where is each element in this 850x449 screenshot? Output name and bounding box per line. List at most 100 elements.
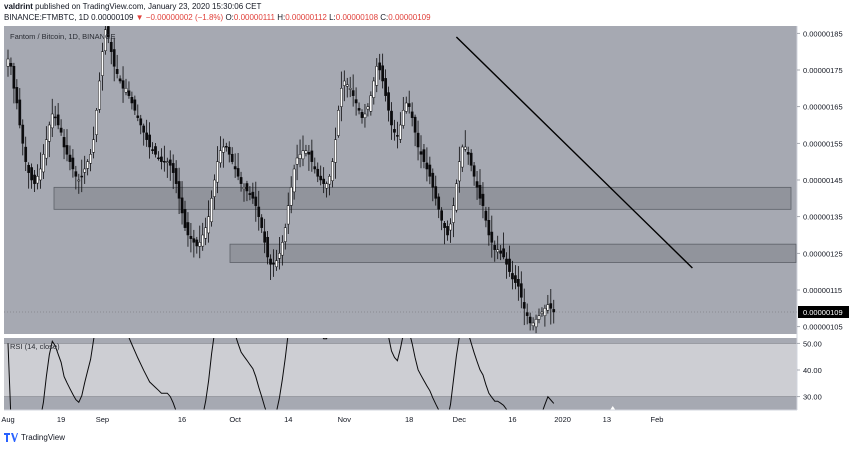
candle[interactable]: [325, 183, 328, 189]
candle[interactable]: [434, 186, 438, 199]
candle[interactable]: [463, 146, 467, 150]
candle[interactable]: [219, 150, 222, 164]
price-chart[interactable]: Fantom / Bitcoin, 1D, BINANCE RSI (14, cl…: [0, 26, 850, 430]
candle[interactable]: [372, 80, 376, 98]
candle[interactable]: [92, 139, 95, 153]
candle[interactable]: [201, 234, 205, 247]
candle[interactable]: [9, 62, 13, 67]
candle[interactable]: [331, 161, 334, 181]
candle[interactable]: [407, 103, 411, 107]
candle[interactable]: [266, 236, 269, 258]
candle[interactable]: [213, 179, 216, 197]
candle[interactable]: [399, 124, 402, 140]
candle[interactable]: [148, 134, 151, 148]
candle[interactable]: [121, 80, 125, 89]
candle[interactable]: [319, 175, 323, 181]
candle[interactable]: [387, 92, 390, 111]
candle[interactable]: [95, 110, 98, 135]
support-zone[interactable]: [229, 243, 797, 263]
candle[interactable]: [74, 171, 78, 177]
candle[interactable]: [363, 113, 367, 118]
candle[interactable]: [404, 102, 408, 112]
tradingview-logo[interactable]: TradingView: [4, 433, 65, 442]
candle[interactable]: [239, 177, 243, 184]
candle[interactable]: [334, 139, 337, 163]
candle[interactable]: [540, 311, 544, 314]
candle[interactable]: [257, 206, 261, 217]
candle[interactable]: [165, 161, 169, 163]
candle[interactable]: [375, 66, 379, 86]
candle[interactable]: [369, 95, 373, 112]
candle[interactable]: [281, 242, 284, 256]
candle[interactable]: [101, 51, 104, 76]
candle[interactable]: [83, 168, 87, 173]
rsi-line[interactable]: [7, 322, 555, 418]
candle[interactable]: [151, 149, 154, 151]
candle[interactable]: [251, 191, 255, 199]
candle[interactable]: [233, 166, 237, 170]
candle[interactable]: [393, 129, 396, 133]
candle[interactable]: [236, 168, 240, 177]
candle[interactable]: [437, 196, 441, 210]
candle[interactable]: [354, 99, 358, 104]
candle[interactable]: [537, 315, 541, 320]
candle[interactable]: [47, 124, 51, 142]
candle[interactable]: [366, 106, 370, 110]
candle[interactable]: [130, 97, 134, 104]
candle[interactable]: [310, 150, 314, 162]
candle[interactable]: [62, 137, 66, 148]
candle[interactable]: [449, 223, 452, 231]
candle[interactable]: [115, 69, 119, 74]
candle[interactable]: [71, 157, 75, 170]
candle[interactable]: [413, 116, 417, 133]
candle[interactable]: [519, 283, 523, 298]
candle[interactable]: [275, 260, 278, 268]
candle[interactable]: [419, 151, 423, 155]
candle[interactable]: [502, 248, 505, 258]
candle[interactable]: [546, 304, 550, 311]
candle[interactable]: [286, 205, 290, 225]
candle[interactable]: [328, 176, 331, 185]
candle[interactable]: [195, 239, 199, 247]
candle[interactable]: [65, 145, 69, 155]
candle[interactable]: [410, 111, 414, 118]
candle[interactable]: [337, 110, 340, 136]
candle[interactable]: [227, 146, 231, 155]
candle[interactable]: [313, 166, 317, 170]
candle[interactable]: [6, 58, 10, 67]
candle[interactable]: [493, 245, 497, 250]
candle[interactable]: [77, 179, 81, 182]
candle[interactable]: [446, 226, 449, 236]
candle[interactable]: [298, 154, 302, 159]
candle[interactable]: [348, 88, 352, 90]
candle[interactable]: [36, 176, 39, 184]
candle[interactable]: [109, 41, 113, 52]
candle[interactable]: [340, 88, 343, 107]
candle[interactable]: [381, 65, 384, 82]
symbol-label[interactable]: BINANCE:FTMBTC, 1D: [4, 13, 89, 22]
candle[interactable]: [522, 302, 526, 309]
candle[interactable]: [45, 139, 48, 159]
candle[interactable]: [431, 172, 435, 188]
candle[interactable]: [106, 26, 110, 38]
candle[interactable]: [345, 84, 349, 87]
candle[interactable]: [80, 175, 84, 178]
candle[interactable]: [484, 210, 488, 221]
candle[interactable]: [68, 154, 72, 162]
candle[interactable]: [207, 216, 210, 234]
candle[interactable]: [53, 116, 57, 119]
candle[interactable]: [104, 29, 107, 51]
candle[interactable]: [230, 153, 234, 162]
candle[interactable]: [360, 112, 364, 118]
candle[interactable]: [452, 205, 455, 223]
candle[interactable]: [289, 187, 293, 206]
candle[interactable]: [490, 231, 494, 243]
candle[interactable]: [12, 66, 16, 89]
candle[interactable]: [210, 198, 213, 223]
candle[interactable]: [42, 154, 45, 173]
candle[interactable]: [357, 108, 361, 111]
candle[interactable]: [534, 319, 538, 328]
candle[interactable]: [21, 124, 25, 144]
candle[interactable]: [139, 118, 143, 126]
candle[interactable]: [59, 127, 63, 133]
